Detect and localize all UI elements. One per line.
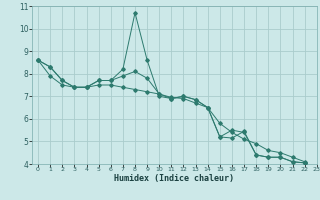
X-axis label: Humidex (Indice chaleur): Humidex (Indice chaleur): [115, 174, 234, 183]
